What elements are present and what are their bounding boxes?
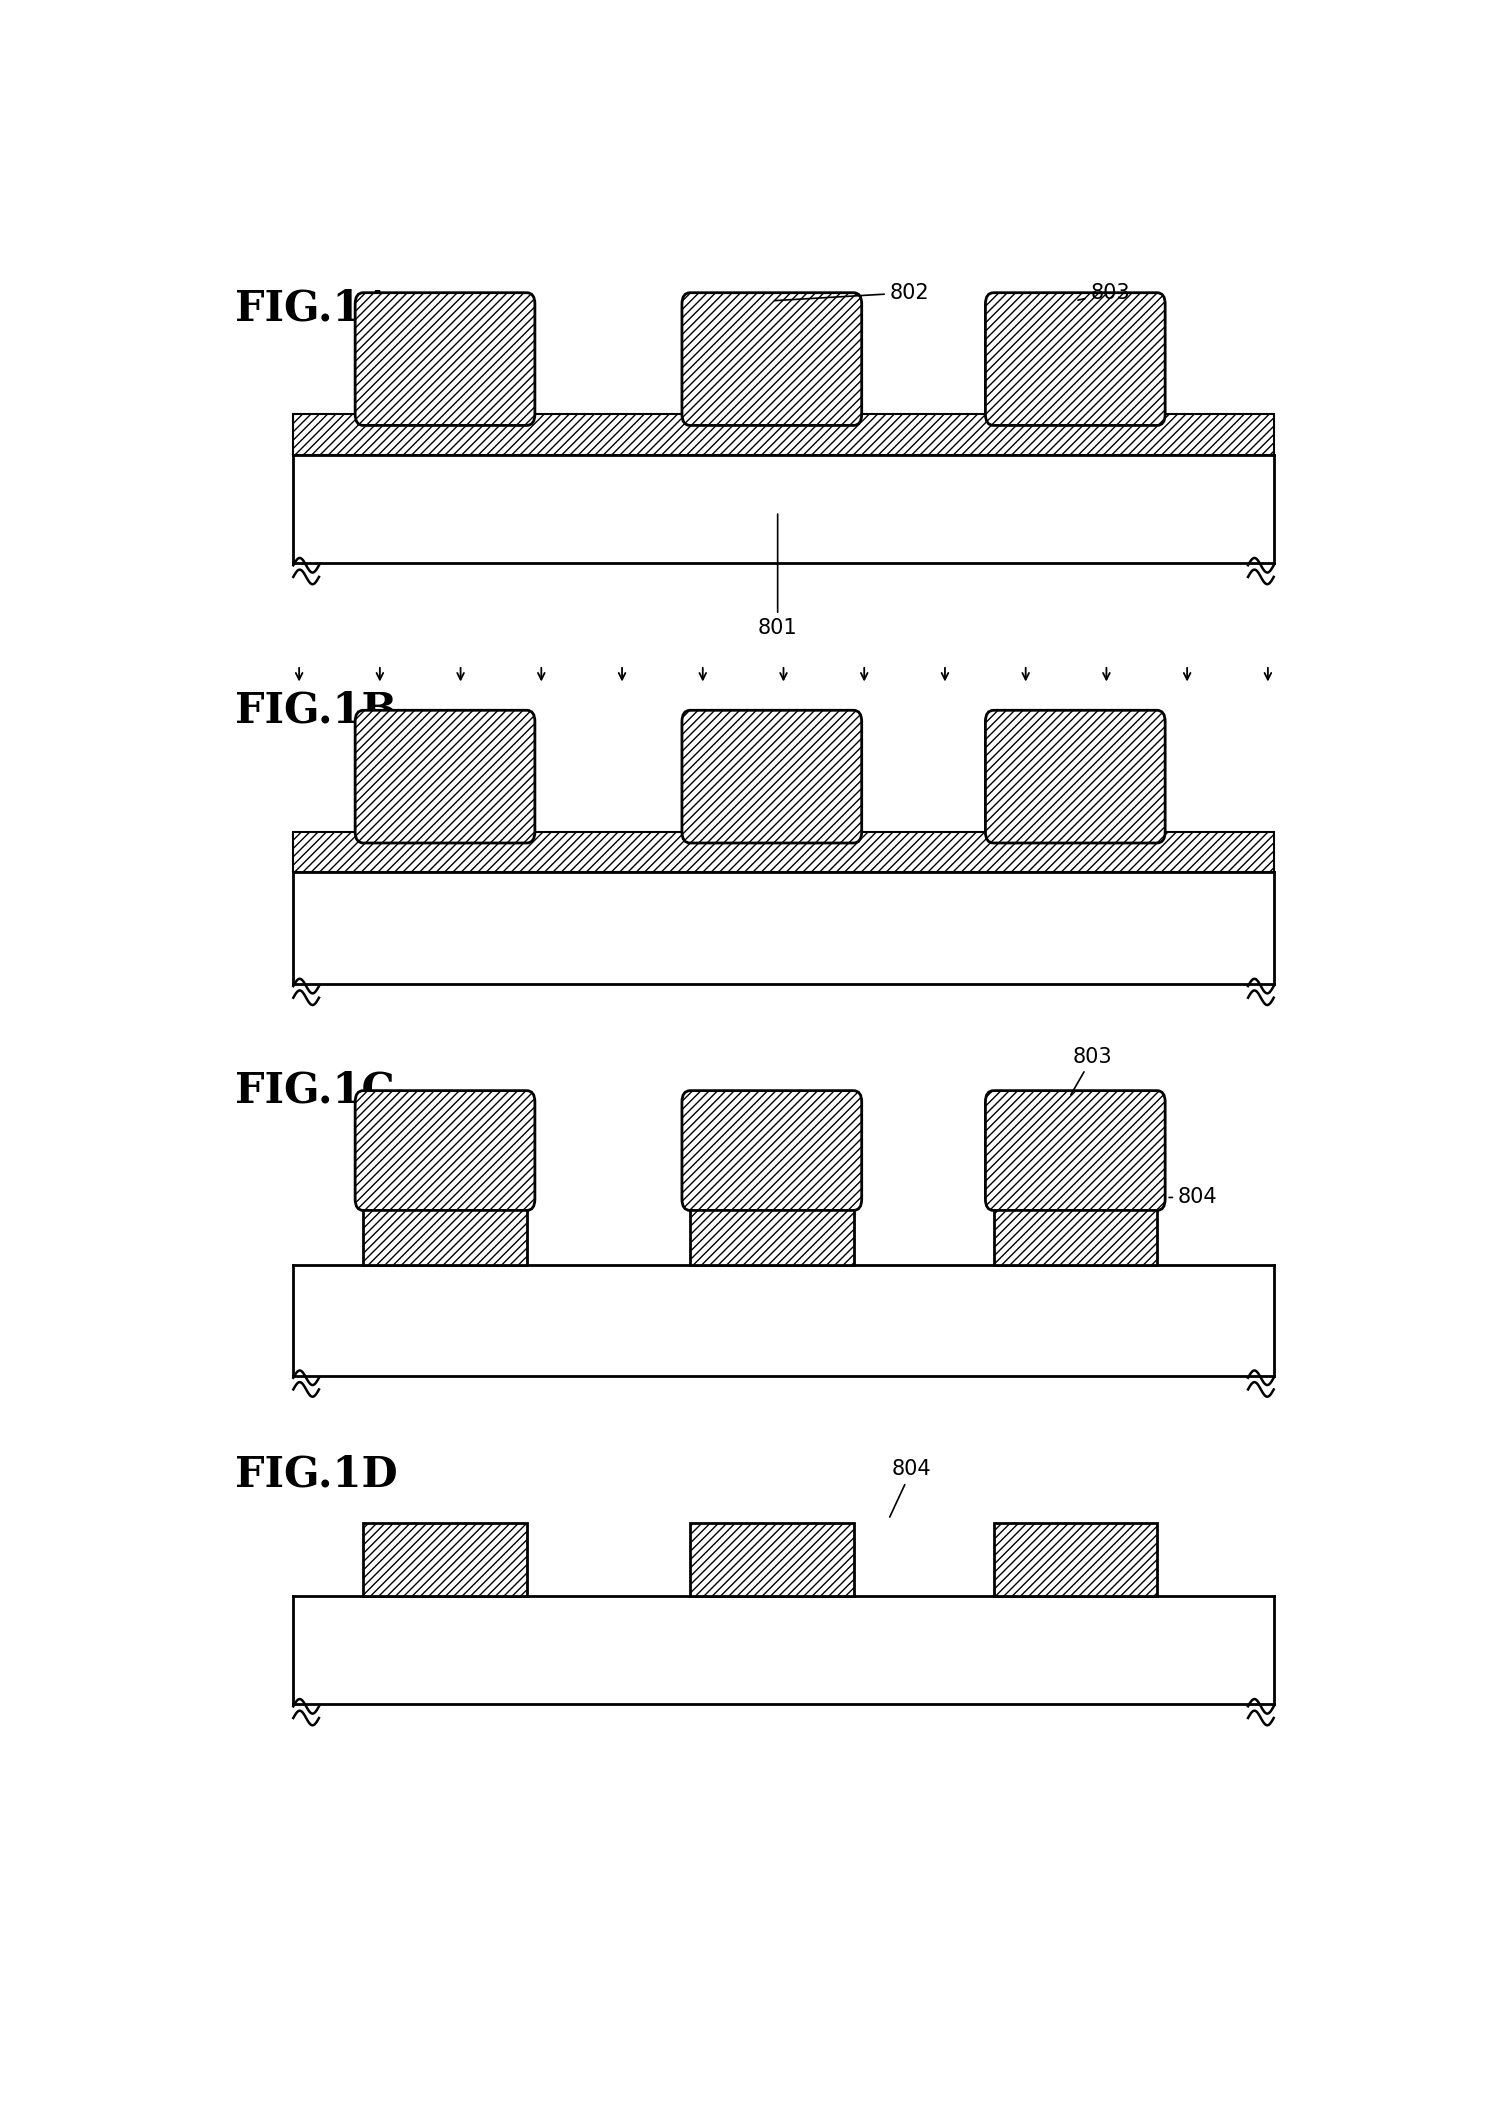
Bar [690,1522,854,1595]
Text: 801: 801 [758,515,798,637]
Bar [994,1522,1157,1595]
Text: FIG.1D: FIG.1D [235,1452,398,1495]
Text: FIG.1C: FIG.1C [235,1070,395,1112]
Bar [994,1198,1157,1265]
FancyBboxPatch shape [985,710,1166,843]
FancyBboxPatch shape [682,710,861,843]
Bar [363,1198,527,1265]
Text: FIG.1B: FIG.1B [235,689,396,731]
FancyBboxPatch shape [985,1091,1166,1211]
FancyBboxPatch shape [985,292,1166,425]
FancyBboxPatch shape [682,1091,861,1211]
FancyBboxPatch shape [355,1091,535,1211]
Text: FIG.1A: FIG.1A [235,288,393,330]
Text: 802: 802 [774,282,929,303]
Text: 804: 804 [890,1459,932,1518]
FancyBboxPatch shape [355,292,535,425]
Bar [294,414,1274,454]
Bar [690,1198,854,1265]
Bar [363,1522,527,1595]
Text: 803: 803 [1078,282,1130,303]
Text: 803: 803 [1071,1047,1113,1095]
Text: 804: 804 [1169,1188,1218,1207]
FancyBboxPatch shape [682,292,861,425]
Bar [294,832,1274,872]
FancyBboxPatch shape [355,710,535,843]
